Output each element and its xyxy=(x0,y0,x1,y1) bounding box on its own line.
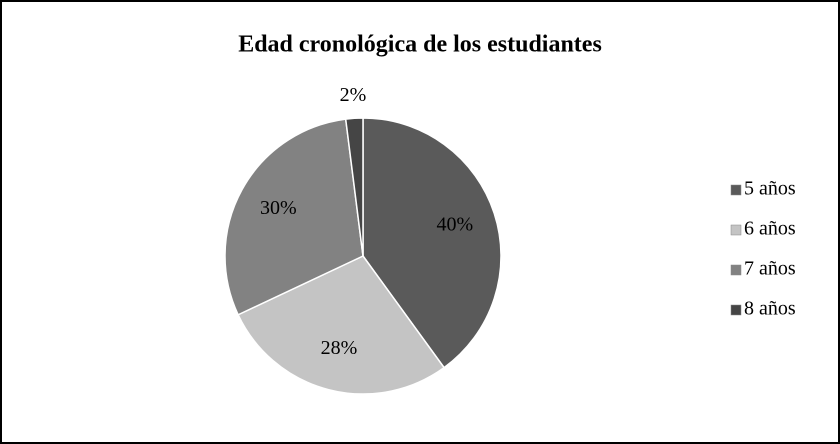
pie-slice xyxy=(224,118,364,316)
legend-swatch xyxy=(730,224,742,236)
data-label: 2% xyxy=(340,84,367,106)
pie-slice xyxy=(344,117,364,257)
data-label: 28% xyxy=(321,337,358,359)
legend-label: 8 años xyxy=(744,298,796,320)
pie-slice xyxy=(362,117,502,369)
legend-label: 7 años xyxy=(744,258,796,280)
legend-label: 5 años xyxy=(744,178,796,200)
legend-swatch xyxy=(730,304,742,316)
data-label: 30% xyxy=(260,197,297,219)
data-label: 40% xyxy=(437,214,474,236)
legend-label: 6 años xyxy=(744,218,796,240)
legend-swatch xyxy=(730,184,742,196)
legend-swatch xyxy=(730,264,742,276)
pie-slice xyxy=(237,255,446,395)
chart-title: Edad cronológica de los estudiantes xyxy=(238,32,602,58)
